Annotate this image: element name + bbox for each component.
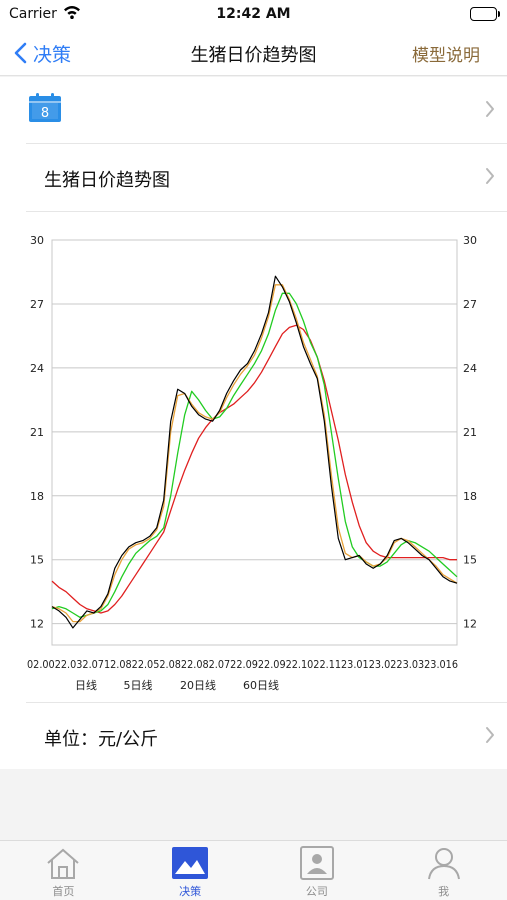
tab-company[interactable]: 公司 <box>254 841 381 900</box>
chart-selector-label: 生猪日价趋势图 <box>44 170 170 191</box>
y-tick-label-right: 30 <box>463 234 477 247</box>
y-tick-label-left: 12 <box>30 618 44 631</box>
navigation-bar: 决策 生猪日价趋势图 模型说明 <box>0 30 507 76</box>
home-icon <box>47 848 80 879</box>
calendar-icon: 8 <box>29 93 61 122</box>
chart-svg: 30 30 27 27 24 24 21 21 18 18 15 15 12 12 02.0022.032.… <box>27 234 477 692</box>
y-tick-label-left: 15 <box>30 554 44 567</box>
y-tick-label-right: 27 <box>463 298 477 311</box>
x-axis-labels: 02.0022.032.0712.0822.052.0822.082.0722.… <box>27 658 458 671</box>
calendar-day: 8 <box>41 106 49 121</box>
picture-icon <box>172 847 209 879</box>
y-tick-label-left: 21 <box>30 426 44 439</box>
tab-decision-label: 决策 <box>179 885 202 898</box>
series-line-1 <box>51 284 458 623</box>
y-tick-label-right: 15 <box>463 554 477 567</box>
battery-icon <box>470 7 500 21</box>
y-tick-label-left: 18 <box>30 490 44 503</box>
chevron-right-icon <box>486 101 494 117</box>
legend-item: 20日线 <box>180 678 216 692</box>
legend-item: 日线 <box>75 678 97 692</box>
back-button-label: 决策 <box>33 43 72 66</box>
y-tick-label-right: 12 <box>463 618 477 631</box>
legend-item: 60日线 <box>243 678 279 692</box>
y-tick-label-right: 24 <box>463 362 477 375</box>
tab-decision[interactable]: 决策 <box>127 841 254 900</box>
y-tick-label-left: 24 <box>30 362 44 375</box>
price-trend-chart: 30 30 27 27 24 24 21 21 18 18 15 15 12 12 02.0022.032.… <box>0 213 507 701</box>
unit-row[interactable]: 单位：元/公斤 <box>26 702 507 769</box>
status-bar: Carrier 12:42 AM <box>0 0 507 30</box>
carrier-label: Carrier <box>9 6 57 22</box>
content-area: 8 生猪日价趋势图 30 30 27 27 24 24 21 21 18 18 15 15 12 12 02… <box>0 77 507 769</box>
contact-card-icon <box>299 846 334 880</box>
wifi-icon <box>63 4 81 24</box>
legend-item: 5日线 <box>124 678 153 692</box>
chevron-left-icon <box>14 42 27 64</box>
plot-frame <box>51 239 458 646</box>
unit-label: 单位：元/公斤 <box>44 729 159 750</box>
back-button[interactable]: 决策 <box>14 39 71 67</box>
chevron-right-icon <box>486 727 494 743</box>
series-line-2 <box>51 292 458 618</box>
y-tick-label-right: 18 <box>463 490 477 503</box>
tab-home-label: 首页 <box>52 885 75 898</box>
tab-me[interactable]: 我 <box>380 841 507 900</box>
y-tick-label-right: 21 <box>463 426 477 439</box>
chart-selector-row[interactable]: 生猪日价趋势图 <box>26 144 507 212</box>
y-tick-label-left: 30 <box>30 234 44 247</box>
y-tick-label-left: 27 <box>30 298 44 311</box>
tab-company-label: 公司 <box>305 885 328 898</box>
tab-home[interactable]: 首页 <box>0 841 127 900</box>
status-time: 12:42 AM <box>216 6 291 22</box>
date-selector-row[interactable]: 8 <box>26 77 507 144</box>
person-icon <box>427 848 460 880</box>
tab-bar: 首页 决策 公司 我 <box>0 840 507 900</box>
series-line-0 <box>51 275 458 629</box>
series-line-3 <box>51 324 457 614</box>
tab-me-label: 我 <box>438 885 450 898</box>
model-info-button[interactable]: 模型说明 <box>412 46 480 66</box>
chevron-right-icon <box>486 168 494 184</box>
